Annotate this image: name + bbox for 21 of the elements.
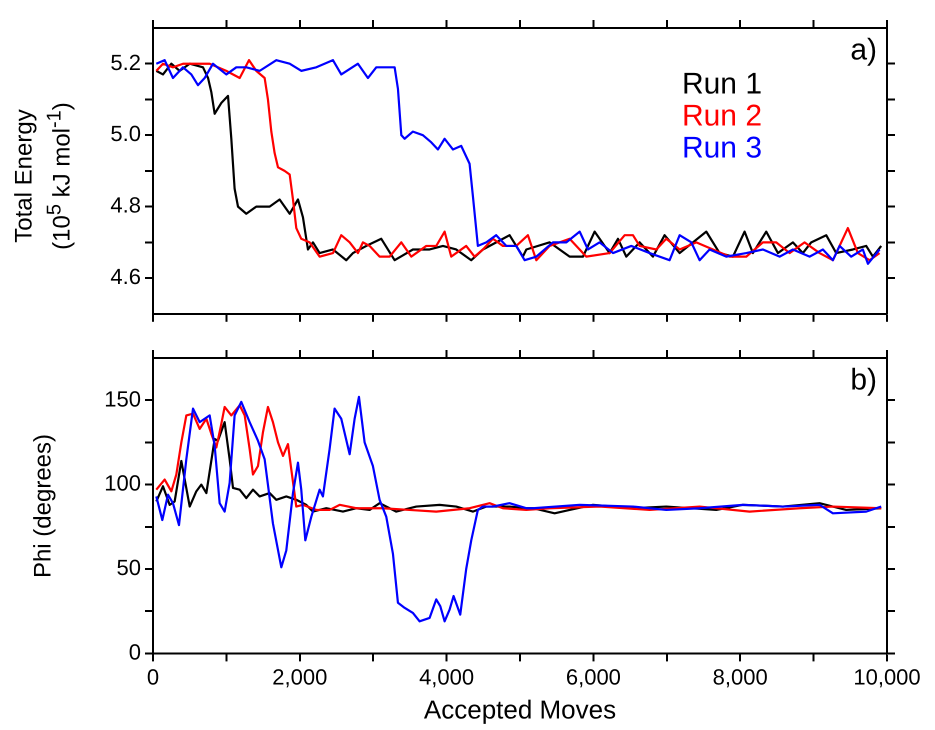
y-tick-label: 50	[116, 555, 141, 580]
y-axis-title: Phi (degrees)	[28, 433, 57, 578]
annotation: a)	[850, 33, 877, 66]
y-tick-label: 0	[128, 639, 141, 664]
x-tick-label: 4,000	[419, 664, 474, 690]
y-tick-label: 5.0	[110, 121, 141, 146]
text: Run 3	[682, 131, 762, 164]
x-tick-label: 6,000	[566, 664, 621, 690]
y-tick-label: 5.2	[110, 50, 141, 75]
y-tick-label: 4.6	[110, 264, 141, 290]
x-tick-label: 2,000	[272, 664, 328, 690]
y-tick-label: 100	[104, 470, 141, 496]
x-axis-title: Accepted Moves	[424, 694, 616, 725]
text: Run 2	[682, 99, 762, 132]
y-tick-label: 150	[104, 386, 141, 412]
x-tick-label: 10,000	[853, 664, 921, 690]
text: Run 1	[682, 67, 762, 100]
annotation: b)	[850, 363, 877, 396]
x-tick-label: 0	[146, 664, 160, 690]
y-tick-label: 4.8	[110, 192, 141, 218]
x-tick-label: 8,000	[712, 664, 768, 690]
